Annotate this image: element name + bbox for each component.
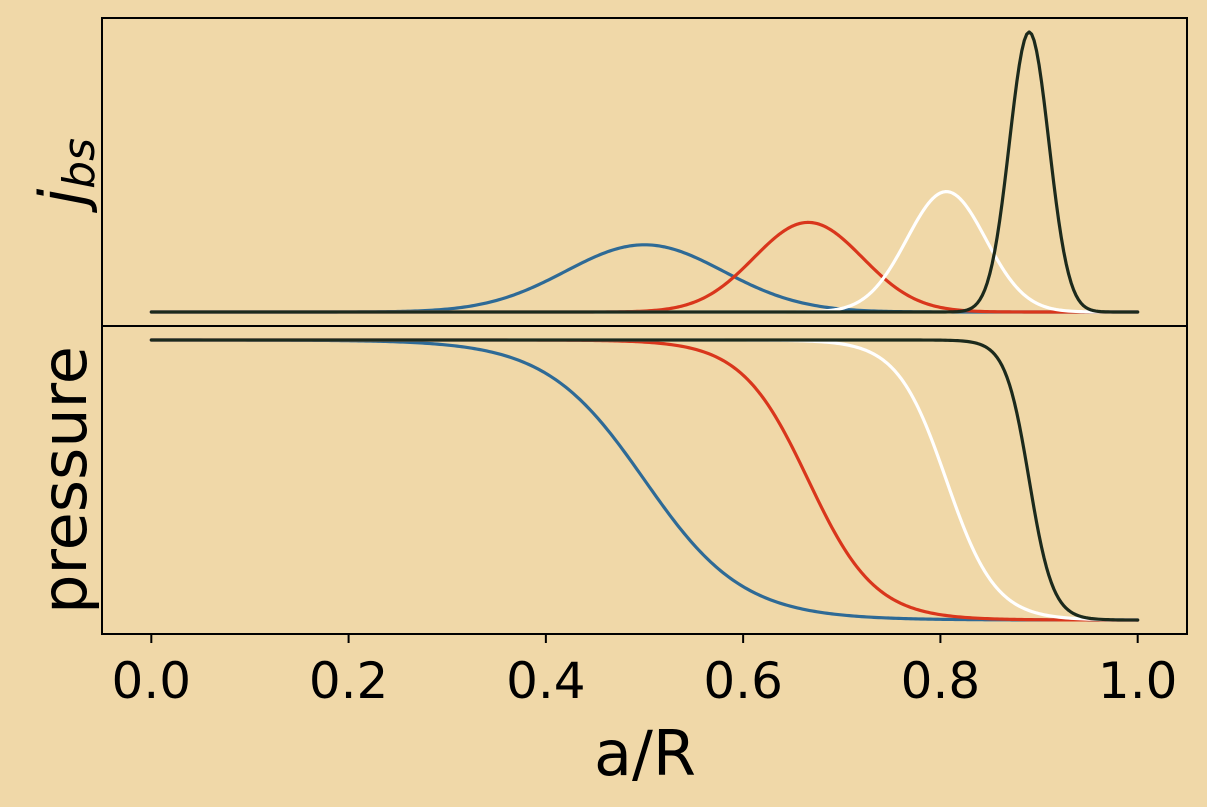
pressure-axes-frame <box>101 325 1188 635</box>
x-tick-label: 0.0 <box>112 652 192 710</box>
pressure-ylabel: pressure <box>28 346 101 614</box>
pressure-curves <box>149 338 1140 622</box>
x-tick-label: 0.8 <box>901 652 981 710</box>
x-axis-label: a/R <box>594 717 696 790</box>
x-tick-label: 1.0 <box>1098 652 1178 710</box>
pressure-series-4-line <box>149 338 1140 622</box>
x-tick-label: 0.2 <box>309 652 389 710</box>
jbs-ylabel-sub: bs <box>54 138 105 189</box>
x-tick-label: 0.4 <box>506 652 586 710</box>
x-ticks: 0.0 0.2 0.4 0.6 0.8 1.0 <box>112 634 1178 710</box>
x-tick-label: 0.6 <box>703 652 783 710</box>
jbs-curves <box>149 30 1140 314</box>
jbs-series-4-line <box>149 30 1140 314</box>
pressure-panel: pressure 0.0 0.2 0.4 0.6 0.8 1.0 a/R <box>28 325 1188 790</box>
